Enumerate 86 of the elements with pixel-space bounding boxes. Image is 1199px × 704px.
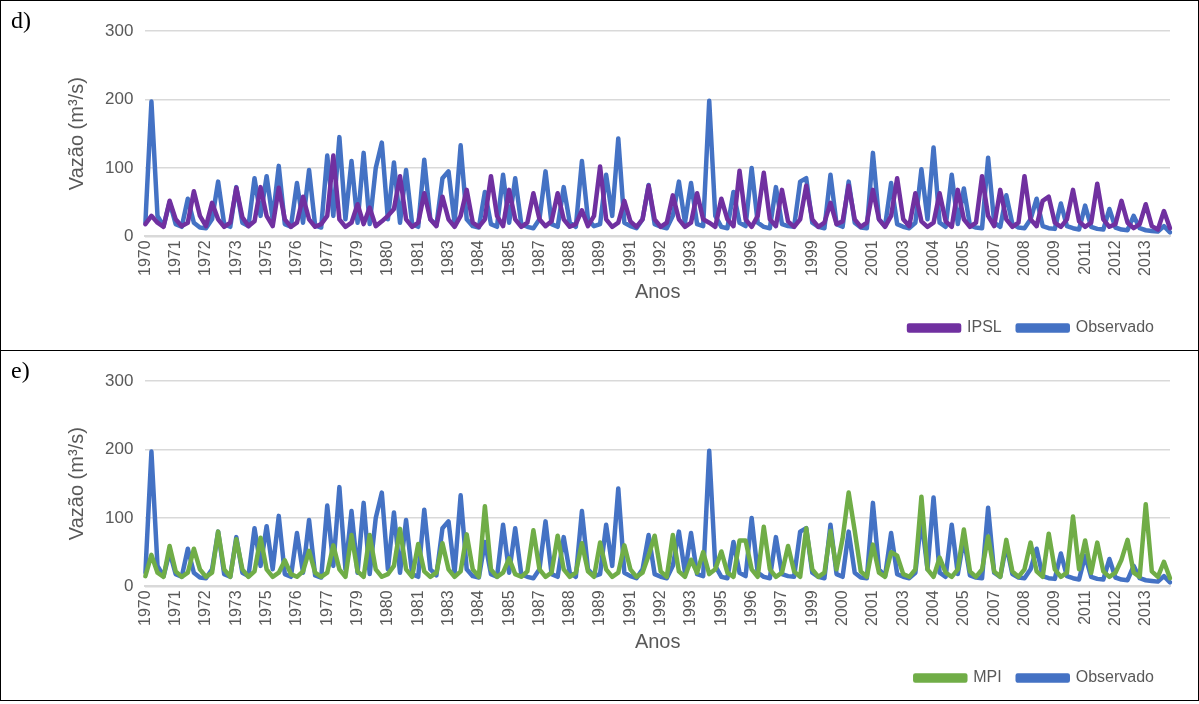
legend-label: Observado: [1075, 318, 1155, 336]
x-tick-label: 1985: [499, 240, 517, 276]
x-tick-label: 2005: [954, 590, 972, 626]
x-tick-label: 1977: [317, 590, 335, 626]
y-tick-label: 0: [123, 576, 134, 596]
x-tick-label: 1991: [620, 590, 638, 626]
x-tick-label: 1970: [135, 590, 153, 626]
x-tick-label: 2007: [984, 590, 1002, 626]
x-tick-label: 1996: [742, 590, 760, 626]
y-axis-title: Vazão (m³/s): [64, 427, 87, 541]
x-tick-label: 1977: [317, 240, 335, 276]
x-tick-label: 2001: [863, 240, 881, 276]
y-tick-label: 100: [104, 507, 134, 527]
x-tick-label: 1979: [347, 590, 365, 626]
x-tick-label: 1999: [802, 590, 820, 626]
x-tick-label: 1981: [408, 590, 426, 626]
text: e): [11, 357, 30, 384]
x-tick-label: 1983: [438, 590, 456, 626]
y-tick-label: 300: [104, 20, 134, 40]
x-tick-label: 2012: [1105, 240, 1123, 276]
y-axis-title: Vazão (m³/s): [64, 77, 87, 191]
x-tick-label: 1995: [711, 590, 729, 626]
x-tick-label: 2001: [863, 590, 881, 626]
text: d): [11, 7, 31, 34]
x-tick-label: 2013: [1136, 590, 1154, 626]
x-tick-label: 1984: [469, 590, 487, 626]
x-axis-title: Anos: [634, 629, 681, 652]
x-tick-label: 1981: [408, 240, 426, 276]
x-tick-label: 1972: [196, 590, 214, 626]
x-tick-label: 1989: [590, 590, 608, 626]
x-tick-label: 1988: [560, 240, 578, 276]
x-tick-label: 2011: [1075, 590, 1093, 625]
x-tick-label: 2008: [1014, 590, 1032, 626]
x-tick-label: 1973: [226, 590, 244, 626]
y-tick-label: 0: [123, 226, 134, 246]
x-tick-label: 1993: [681, 240, 699, 276]
x-tick-label: 1992: [651, 240, 669, 276]
x-tick-label: 2004: [923, 240, 941, 276]
x-tick-label: 1983: [438, 240, 456, 276]
x-tick-label: 1980: [378, 240, 396, 276]
x-tick-label: 1975: [257, 240, 275, 276]
x-tick-label: 1972: [196, 240, 214, 276]
x-tick-label: 1975: [257, 590, 275, 626]
x-tick-label: 1971: [166, 240, 184, 276]
x-tick-label: 1997: [772, 590, 790, 626]
x-tick-label: 1993: [681, 590, 699, 626]
legend-label: IPSL: [967, 318, 1002, 336]
legend-label: Observado: [1075, 668, 1155, 686]
y-tick-label: 100: [104, 157, 134, 177]
x-tick-label: 1987: [529, 590, 547, 626]
x-tick-label: 2011: [1075, 240, 1093, 275]
y-tick-label: 200: [104, 439, 134, 459]
x-tick-label: 1992: [651, 590, 669, 626]
x-tick-label: 1991: [620, 240, 638, 276]
x-tick-label: 1980: [378, 590, 396, 626]
x-tick-label: 1985: [499, 590, 517, 626]
x-tick-label: 1979: [347, 240, 365, 276]
x-tick-label: 1995: [711, 240, 729, 276]
x-tick-label: 2003: [893, 240, 911, 276]
x-tick-label: 1976: [287, 240, 305, 276]
x-tick-label: 1971: [166, 590, 184, 626]
x-tick-label: 1988: [560, 590, 578, 626]
y-tick-label: 300: [104, 370, 134, 390]
legend-label: MPI: [973, 668, 1002, 686]
x-tick-label: 2004: [923, 590, 941, 626]
x-tick-label: 1999: [802, 240, 820, 276]
x-tick-label: 2005: [954, 240, 972, 276]
x-tick-label: 1989: [590, 240, 608, 276]
x-tick-label: 1973: [226, 240, 244, 276]
y-tick-label: 200: [104, 89, 134, 109]
x-tick-label: 2013: [1136, 240, 1154, 276]
x-tick-label: 1970: [135, 240, 153, 276]
x-axis-title: Anos: [634, 279, 681, 302]
x-tick-label: 1996: [742, 240, 760, 276]
x-tick-label: 2003: [893, 590, 911, 626]
x-tick-label: 1987: [529, 240, 547, 276]
x-tick-label: 2007: [984, 240, 1002, 276]
x-tick-label: 1997: [772, 240, 790, 276]
x-tick-label: 2009: [1045, 590, 1063, 626]
x-tick-label: 2000: [833, 240, 851, 276]
x-tick-label: 2008: [1014, 240, 1032, 276]
x-tick-label: 2012: [1105, 590, 1123, 626]
x-tick-label: 1976: [287, 590, 305, 626]
x-tick-label: 2000: [833, 590, 851, 626]
x-tick-label: 1984: [469, 240, 487, 276]
x-tick-label: 2009: [1045, 240, 1063, 276]
